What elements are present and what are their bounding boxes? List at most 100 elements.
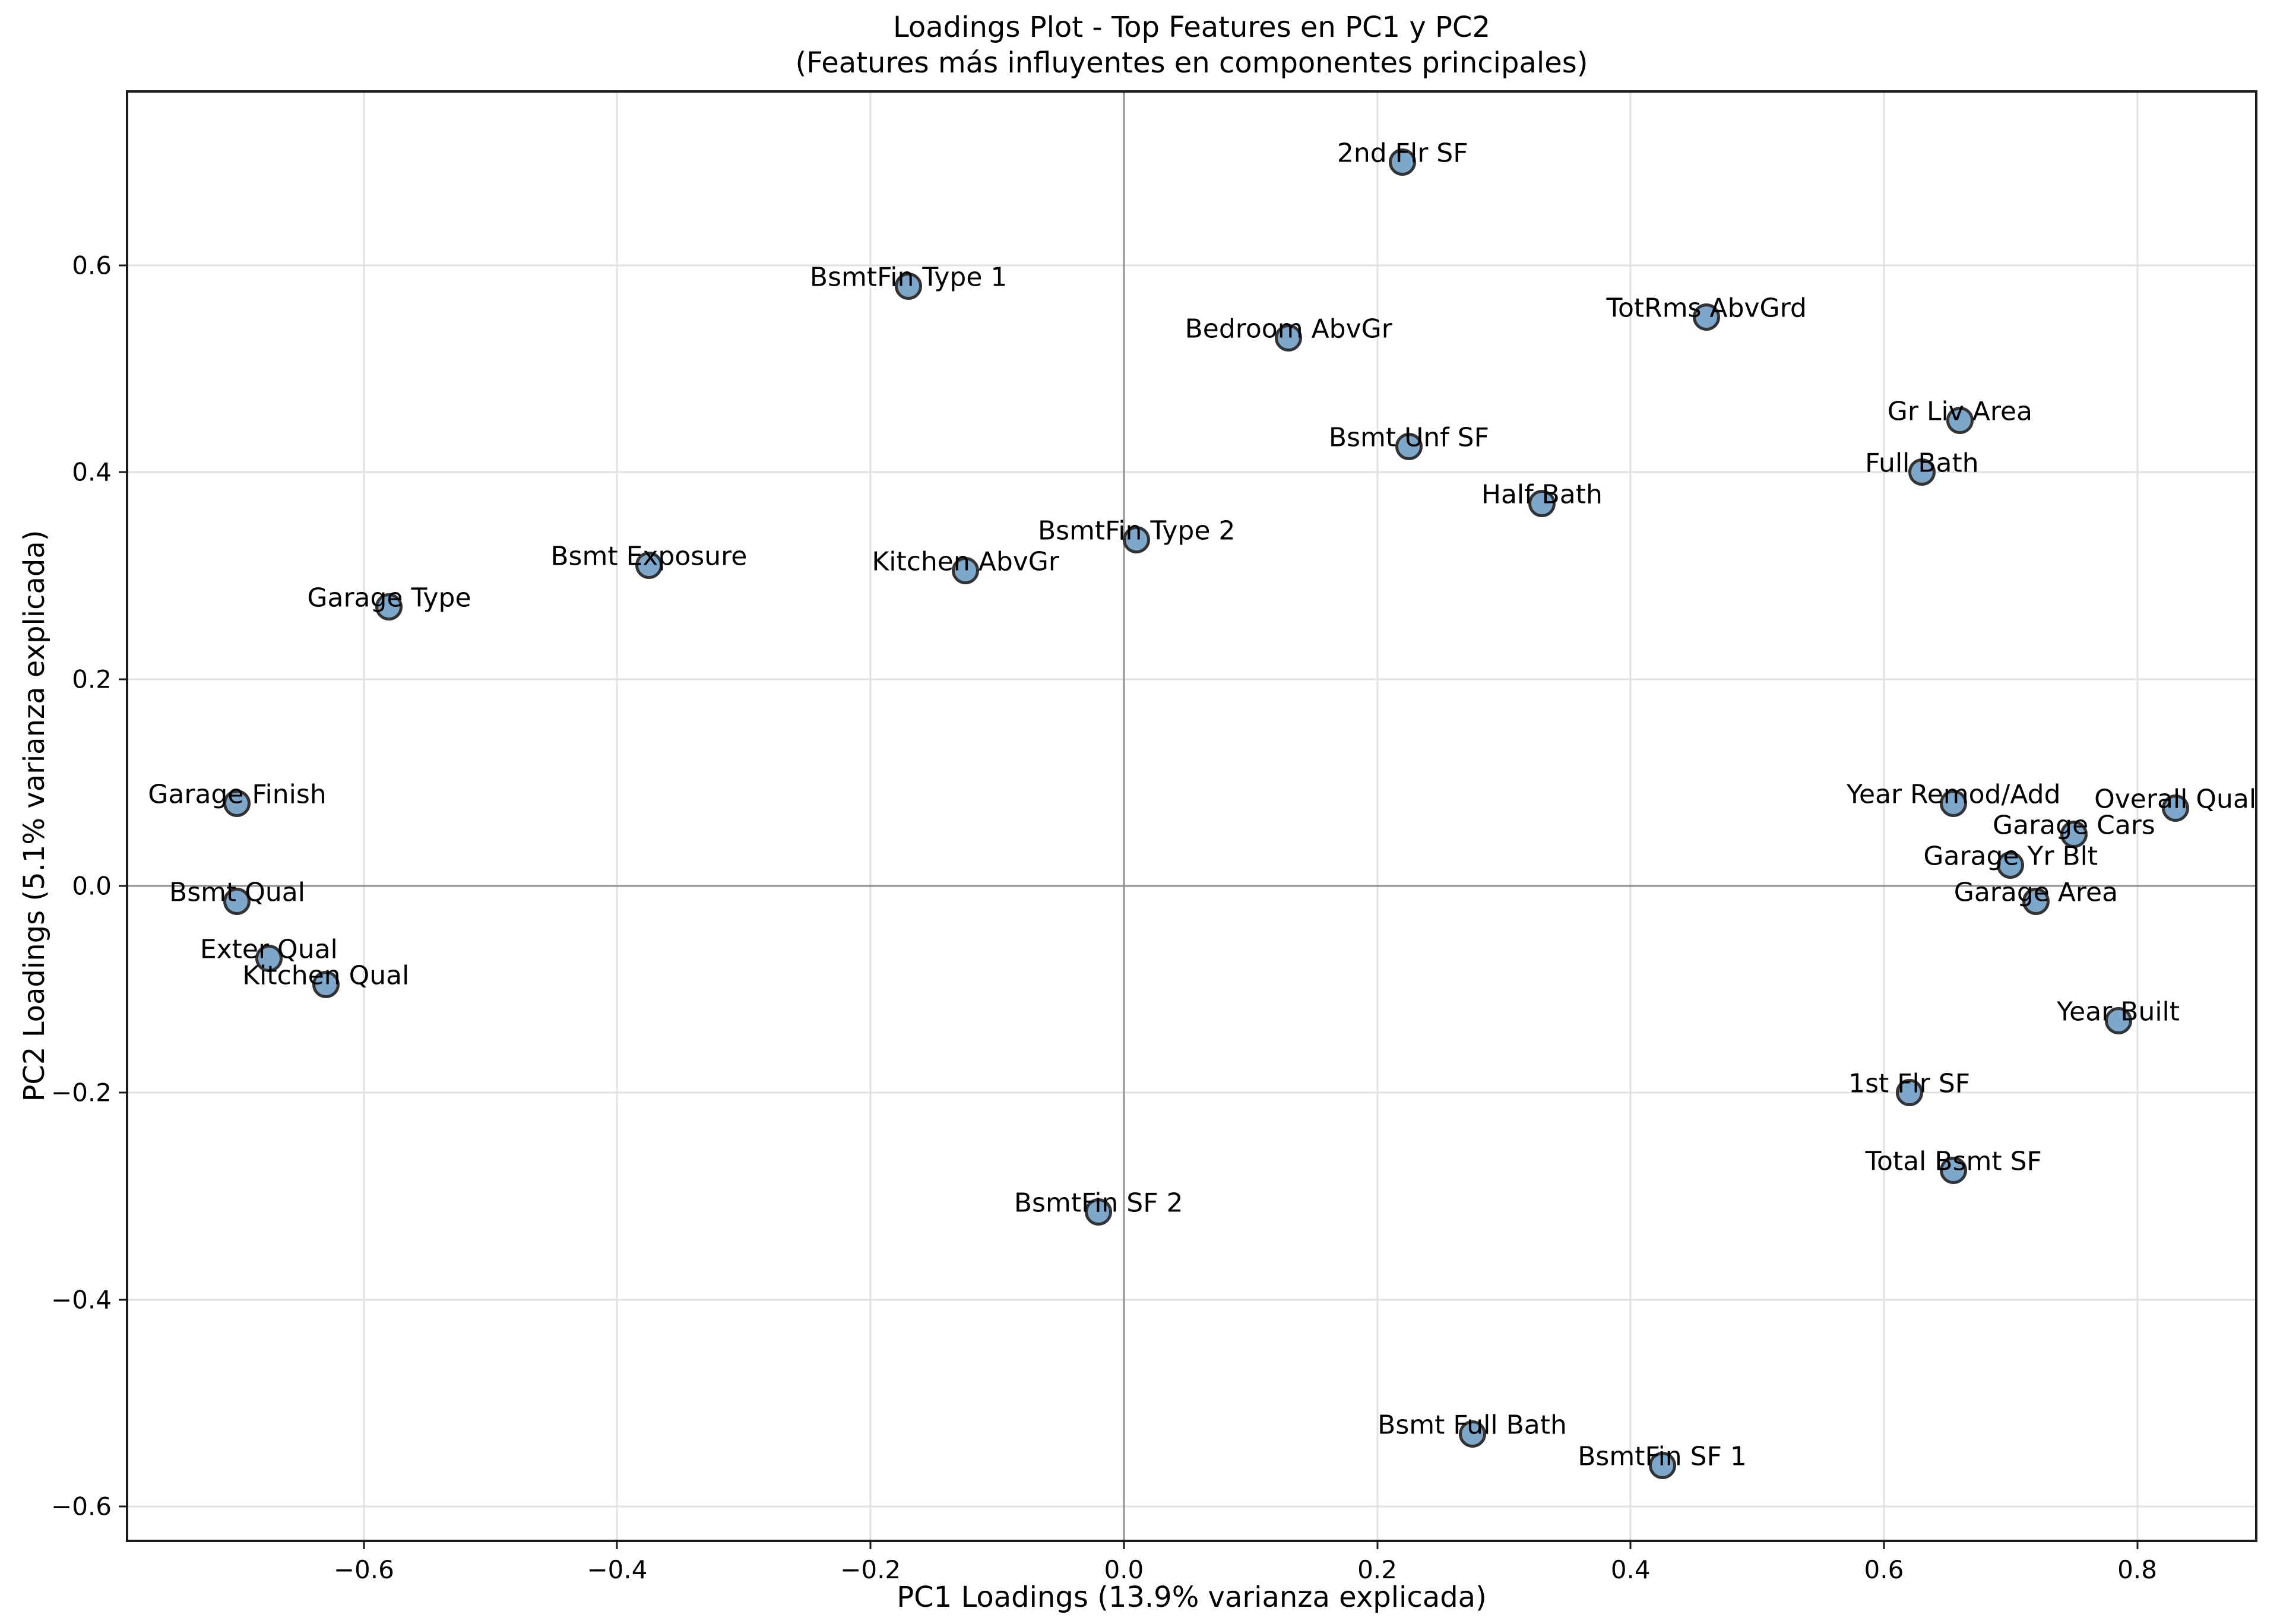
y-tick-label: −0.4 [51,1285,112,1315]
chart-title: Loadings Plot - Top Features en PC1 y PC… [126,10,2257,81]
data-point [635,552,663,580]
x-tick-label: 0.0 [1104,1555,1144,1584]
grid-line-vertical [1629,93,1632,1540]
point-label: Half Bath [1481,479,1603,510]
grid-line-vertical [869,93,872,1540]
grid-line-horizontal [128,264,2255,267]
grid-line-horizontal [128,471,2255,473]
data-point [2161,794,2189,822]
grid-line-horizontal [128,1299,2255,1301]
data-point [223,888,251,916]
data-point [223,789,251,817]
data-point [1458,1420,1486,1448]
point-label: BsmtFin Type 1 [809,262,1008,293]
data-point [1085,1198,1113,1226]
data-point [2104,1006,2132,1034]
point-label: Overall Qual [2094,784,2257,815]
data-point [1997,851,2025,879]
data-point [1275,324,1303,352]
point-label: Garage Area [1953,877,2118,908]
grid-line-horizontal [128,1091,2255,1094]
y-tick-mark [119,1299,128,1301]
y-tick-mark [119,678,128,680]
chart-title-line1: Loadings Plot - Top Features en PC1 y PC… [893,11,1490,44]
grid-line-vertical [616,93,618,1540]
point-label: Year Remod/Add [1846,779,2061,810]
point-label: Year Built [2057,996,2180,1027]
point-label: TotRms AbvGrd [1606,293,1807,324]
x-tick-label: 0.6 [1864,1555,1904,1584]
x-tick-label: 0.2 [1357,1555,1397,1584]
x-tick-label: 0.4 [1610,1555,1651,1584]
point-label: Bsmt Qual [169,877,305,908]
data-point [952,556,980,584]
data-point [2022,888,2050,916]
y-tick-mark [119,885,128,887]
data-point [1528,489,1556,517]
data-point [255,945,283,973]
point-label: Full Bath [1865,448,1979,479]
x-tick-label: 0.8 [2117,1555,2157,1584]
y-tick-label: −0.6 [51,1492,112,1521]
x-tick-mark [1123,1540,1125,1549]
point-label: Gr Liv Area [1887,396,2033,427]
x-tick-mark [1883,1540,1885,1549]
point-label: Garage Type [307,583,471,613]
point-label: Garage Cars [1993,810,2155,841]
y-tick-label: 0.4 [72,457,112,487]
grid-line-vertical [1376,93,1379,1540]
y-tick-label: 0.0 [72,871,112,901]
point-label: BsmtFin SF 2 [1014,1188,1183,1218]
grid-line-vertical [363,93,365,1540]
x-tick-mark [2136,1540,2139,1549]
grid-line-vertical [1883,93,1885,1540]
x-tick-label: −0.4 [587,1555,648,1584]
y-tick-mark [119,471,128,473]
data-point [1908,458,1936,486]
point-label: 1st Flr SF [1848,1068,1971,1099]
data-point [895,272,923,300]
x-tick-mark [616,1540,618,1549]
plot-area: −0.6 −0.4 −0.2 0.0 0.2 0.4 0.6 0.8 −0.6 −0.4 −0.2 0… [51,90,2257,1584]
point-label: Bsmt Full Bath [1378,1410,1567,1441]
point-label: Garage Yr Blt [1923,841,2098,872]
point-label: Exter Qual [200,934,338,965]
point-label: Bsmt Unf SF [1328,422,1489,453]
data-point [1648,1451,1676,1479]
data-point [1395,432,1423,460]
x-axis-label: PC1 Loadings (13.9% varianza explicada) [897,1581,1487,1614]
y-tick-label: 0.6 [72,251,112,280]
data-point [1946,407,1974,435]
data-point [1940,1157,1968,1185]
data-point [312,970,340,998]
point-label: Garage Finish [148,779,327,810]
point-label: BsmtFin SF 1 [1578,1441,1747,1472]
data-point [1895,1079,1923,1107]
data-point [2060,820,2088,848]
y-tick-mark [119,1505,128,1508]
x-tick-label: −0.2 [840,1555,901,1584]
x-tick-mark [363,1540,365,1549]
zero-line-vertical [1123,93,1125,1540]
data-point [1693,303,1721,331]
point-label: 2nd Flr SF [1337,138,1468,169]
grid-line-vertical [2136,93,2139,1540]
x-tick-mark [1376,1540,1379,1549]
x-tick-label: −0.6 [333,1555,394,1584]
y-tick-label: 0.2 [72,664,112,694]
point-label: Kitchen AbvGr [872,546,1059,577]
grid-line-horizontal [128,1505,2255,1508]
data-point [1940,789,1968,817]
y-tick-mark [119,1091,128,1094]
y-tick-mark [119,264,128,267]
y-tick-label: −0.2 [51,1078,112,1107]
point-label: Bsmt Exposure [550,541,748,572]
x-tick-mark [869,1540,872,1549]
zero-line-horizontal [128,885,2255,887]
grid-line-horizontal [128,678,2255,680]
point-label: Bedroom AbvGr [1185,314,1392,344]
y-axis-label: PC2 Loadings (5.1% varianza explicada) [18,530,51,1102]
data-point [1389,148,1417,176]
point-label: Total Bsmt SF [1865,1146,2042,1177]
data-point [1123,525,1151,553]
